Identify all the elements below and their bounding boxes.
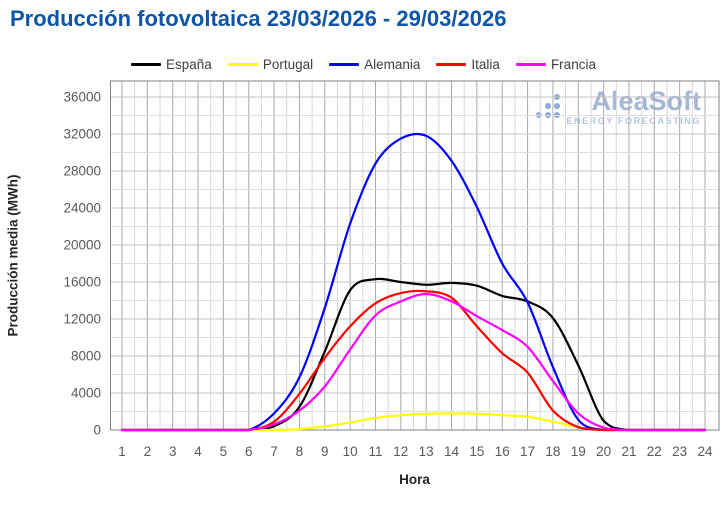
legend-item-portugal: Portugal	[227, 57, 314, 72]
y-tick-label: 32000	[63, 127, 101, 142]
watermark-subtitle: ENERGY FORECASTING	[566, 116, 701, 126]
x-tick-label: 21	[621, 444, 636, 459]
x-axis-title: Hora	[399, 472, 430, 487]
x-tick-label: 24	[697, 444, 713, 459]
x-tick-label: 13	[419, 444, 434, 459]
x-tick-label: 7	[270, 444, 278, 459]
legend-label: Francia	[550, 57, 596, 72]
legend-item-alemania: Alemania	[329, 57, 420, 72]
chart-legend: España Portugal Alemania Italia Francia	[0, 57, 727, 72]
y-tick-label: 4000	[71, 386, 101, 401]
x-tick-label: 14	[444, 444, 460, 459]
series-line-francia	[120, 292, 707, 432]
watermark-dot	[554, 103, 561, 109]
watermark-name: AleaSoft	[591, 86, 701, 116]
legend-line-swatch	[329, 63, 360, 66]
legend-label: España	[166, 57, 212, 72]
y-tick-label: 28000	[63, 164, 101, 179]
x-tick-label: 4	[194, 444, 202, 459]
y-tick-label: 8000	[71, 349, 101, 364]
legend-label: Alemania	[364, 57, 421, 72]
x-tick-label: 6	[245, 444, 253, 459]
x-tick-label: 22	[647, 444, 662, 459]
x-tick-label: 19	[571, 444, 586, 459]
x-tick-label: 18	[545, 444, 560, 459]
y-tick-label: 36000	[63, 90, 101, 105]
x-tick-label: 9	[321, 444, 329, 459]
x-tick-label: 17	[520, 444, 535, 459]
y-tick-label: 20000	[63, 238, 101, 253]
y-tick-label: 16000	[63, 275, 101, 290]
y-tick-label: 0	[93, 423, 101, 438]
legend-item-espana: España	[131, 57, 212, 72]
chart-title: Producción fotovoltaica 23/03/2026 - 29/…	[10, 6, 507, 31]
x-tick-label: 12	[393, 444, 408, 459]
legend-label: Portugal	[262, 57, 314, 72]
x-tick-label: 16	[495, 444, 510, 459]
legend-line-swatch	[436, 63, 467, 66]
legend-line-swatch	[515, 63, 546, 66]
x-tick-label: 10	[343, 444, 358, 459]
legend-line-swatch	[227, 63, 258, 66]
legend-item-italia: Italia	[436, 57, 500, 72]
x-tick-label: 8	[296, 444, 304, 459]
x-tick-label: 5	[220, 444, 228, 459]
x-tick-label: 1	[118, 444, 126, 459]
legend-item-francia: Francia	[515, 57, 596, 72]
x-tick-label: 20	[596, 444, 611, 459]
x-tick-label: 11	[368, 444, 382, 459]
y-tick-label: 24000	[63, 201, 101, 216]
x-tick-label: 15	[469, 444, 484, 459]
x-tick-label: 2	[144, 444, 152, 459]
watermark-dot	[545, 103, 552, 109]
y-tick-label: 12000	[63, 312, 101, 327]
x-tick-label: 3	[169, 444, 177, 459]
legend-label: Italia	[471, 57, 500, 72]
legend-line-swatch	[131, 63, 162, 66]
x-tick-label: 23	[672, 444, 687, 459]
